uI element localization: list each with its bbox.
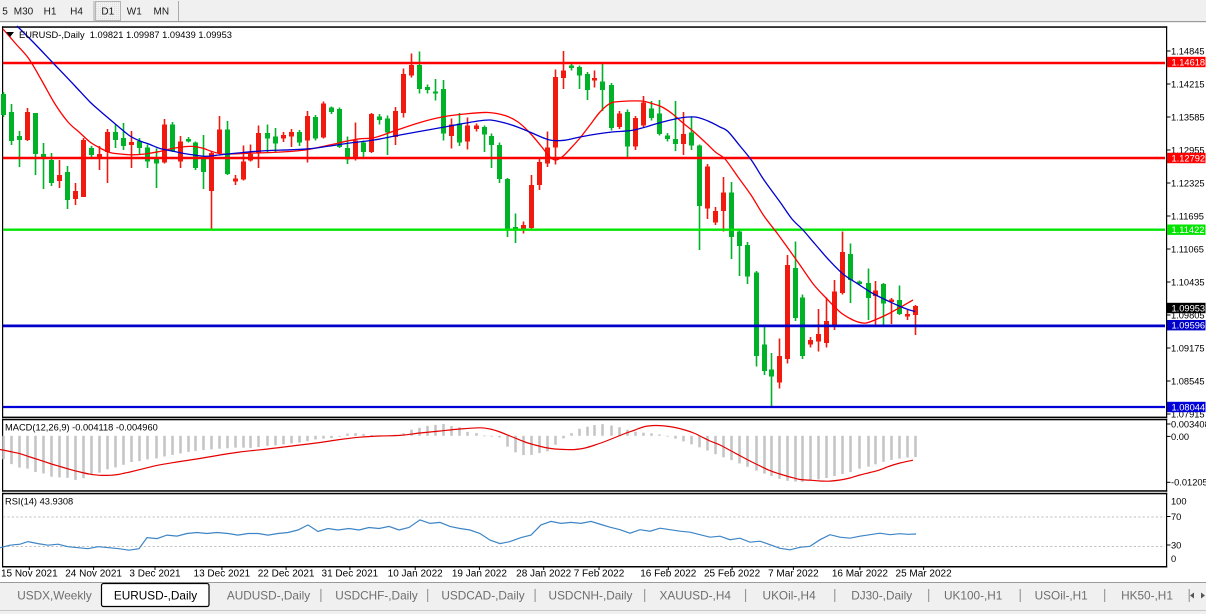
svg-text:100: 100 (1171, 496, 1187, 506)
svg-text:1.09805: 1.09805 (1171, 310, 1205, 320)
svg-text:70: 70 (1171, 512, 1181, 522)
svg-text:RSI(14) 43.9308: RSI(14) 43.9308 (5, 497, 73, 507)
svg-text:EURUSD-,Daily: EURUSD-,Daily (114, 589, 197, 603)
svg-text:DJ30-,Daily: DJ30-,Daily (851, 589, 912, 603)
svg-text:-0.012050: -0.012050 (1171, 478, 1206, 488)
svg-text:13 Dec 2021: 13 Dec 2021 (194, 569, 251, 580)
svg-text:UKOil-,H4: UKOil-,H4 (763, 589, 817, 603)
svg-text:7 Mar 2022: 7 Mar 2022 (768, 569, 819, 580)
svg-text:USDX,Weekly: USDX,Weekly (17, 589, 92, 603)
svg-text:15 Nov 2021: 15 Nov 2021 (1, 569, 58, 580)
svg-text:EURUSD-,Daily 1.09821 1.09987: EURUSD-,Daily 1.09821 1.09987 1.09439 1.… (19, 30, 232, 40)
svg-text:USDCHF-,Daily: USDCHF-,Daily (335, 589, 418, 603)
svg-text:1.07915: 1.07915 (1171, 409, 1205, 419)
svg-text:UK100-,H1: UK100-,H1 (944, 589, 1002, 603)
svg-text:5: 5 (2, 7, 8, 18)
svg-text:1.12955: 1.12955 (1171, 145, 1205, 155)
svg-text:XAUUSD-,H4: XAUUSD-,H4 (659, 589, 731, 603)
svg-text:25 Mar 2022: 25 Mar 2022 (896, 569, 953, 580)
svg-text:1.14618: 1.14618 (1172, 57, 1206, 67)
svg-text:1.11065: 1.11065 (1171, 244, 1204, 254)
svg-text:22 Dec 2021: 22 Dec 2021 (258, 569, 315, 580)
svg-text:1.11695: 1.11695 (1171, 211, 1204, 221)
svg-text:7 Feb 2022: 7 Feb 2022 (574, 569, 625, 580)
svg-text:24 Nov 2021: 24 Nov 2021 (65, 569, 122, 580)
svg-text:M30: M30 (14, 7, 34, 18)
svg-text:1.12325: 1.12325 (1171, 178, 1205, 188)
svg-text:1.08545: 1.08545 (1171, 376, 1205, 386)
svg-text:H1: H1 (44, 7, 57, 18)
svg-text:1.09953: 1.09953 (1172, 303, 1206, 313)
svg-text:1.12792: 1.12792 (1172, 153, 1206, 163)
svg-text:31 Dec 2021: 31 Dec 2021 (322, 569, 379, 580)
svg-text:USDCNH-,Daily: USDCNH-,Daily (549, 589, 633, 603)
svg-text:25 Feb 2022: 25 Feb 2022 (704, 569, 761, 580)
svg-text:1.08044: 1.08044 (1172, 402, 1206, 412)
svg-text:0: 0 (1171, 554, 1176, 564)
svg-text:W1: W1 (127, 7, 142, 18)
svg-text:D1: D1 (101, 7, 114, 18)
svg-text:10 Jan 2022: 10 Jan 2022 (388, 569, 443, 580)
svg-text:19 Jan 2022: 19 Jan 2022 (452, 569, 507, 580)
svg-text:3 Dec 2021: 3 Dec 2021 (129, 569, 181, 580)
svg-text:1.09175: 1.09175 (1171, 343, 1205, 353)
svg-text:USOil-,H1: USOil-,H1 (1035, 589, 1088, 603)
svg-text:HK50-,H1: HK50-,H1 (1121, 589, 1173, 603)
svg-text:MACD(12,26,9) -0.004118 -0.004: MACD(12,26,9) -0.004118 -0.004960 (5, 423, 158, 433)
svg-text:USDCAD-,Daily: USDCAD-,Daily (441, 589, 524, 603)
svg-text:AUDUSD-,Daily: AUDUSD-,Daily (227, 589, 310, 603)
svg-text:H4: H4 (70, 7, 83, 18)
svg-text:1.13585: 1.13585 (1171, 112, 1205, 122)
svg-text:1.14215: 1.14215 (1171, 79, 1205, 89)
svg-text:1.11422: 1.11422 (1172, 225, 1205, 235)
svg-text:1.10435: 1.10435 (1171, 277, 1205, 287)
svg-text:0.00: 0.00 (1171, 432, 1189, 442)
svg-text:16 Feb 2022: 16 Feb 2022 (640, 569, 697, 580)
svg-text:1.14845: 1.14845 (1171, 46, 1205, 56)
svg-text:MN: MN (154, 7, 170, 18)
svg-text:30: 30 (1171, 540, 1181, 550)
svg-text:1.09596: 1.09596 (1172, 321, 1206, 331)
svg-text:28 Jan 2022: 28 Jan 2022 (516, 569, 571, 580)
svg-text:0.003408: 0.003408 (1171, 419, 1206, 429)
svg-text:16 Mar 2022: 16 Mar 2022 (832, 569, 889, 580)
